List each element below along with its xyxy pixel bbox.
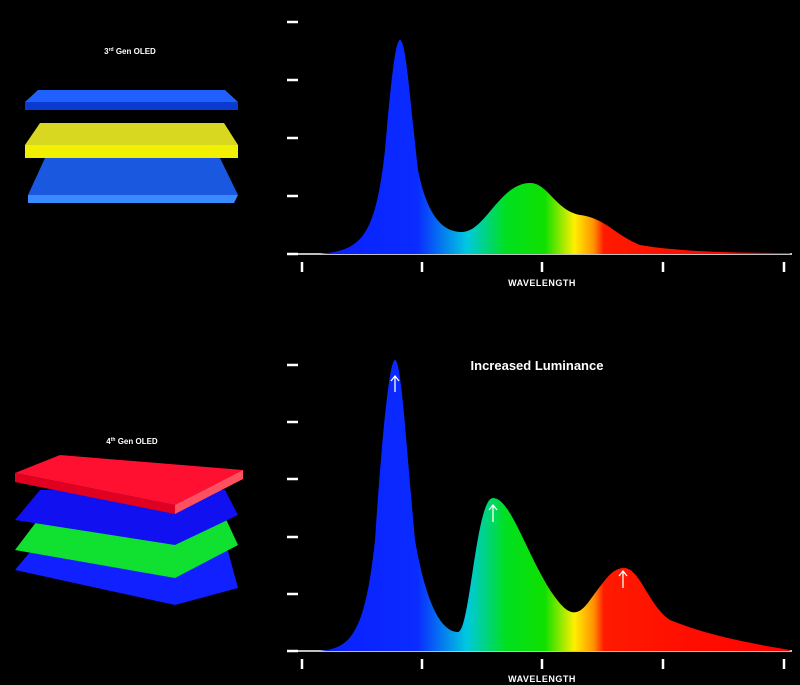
layer-stack bbox=[15, 455, 243, 605]
layer-label: 3rd Gen OLED bbox=[104, 47, 156, 56]
layer-stack bbox=[25, 90, 238, 203]
spectrum-chart: WAVELENGTH bbox=[287, 20, 792, 288]
increase-arrows bbox=[390, 374, 628, 588]
x-axis-title: WAVELENGTH bbox=[508, 278, 576, 288]
x-axis-title: WAVELENGTH bbox=[508, 674, 576, 684]
annotation: Increased Luminance bbox=[471, 358, 604, 373]
spectrum-chart: Increased Luminance WAVELENGTH bbox=[287, 358, 792, 684]
layer-label: 4th Gen OLED bbox=[106, 437, 158, 446]
